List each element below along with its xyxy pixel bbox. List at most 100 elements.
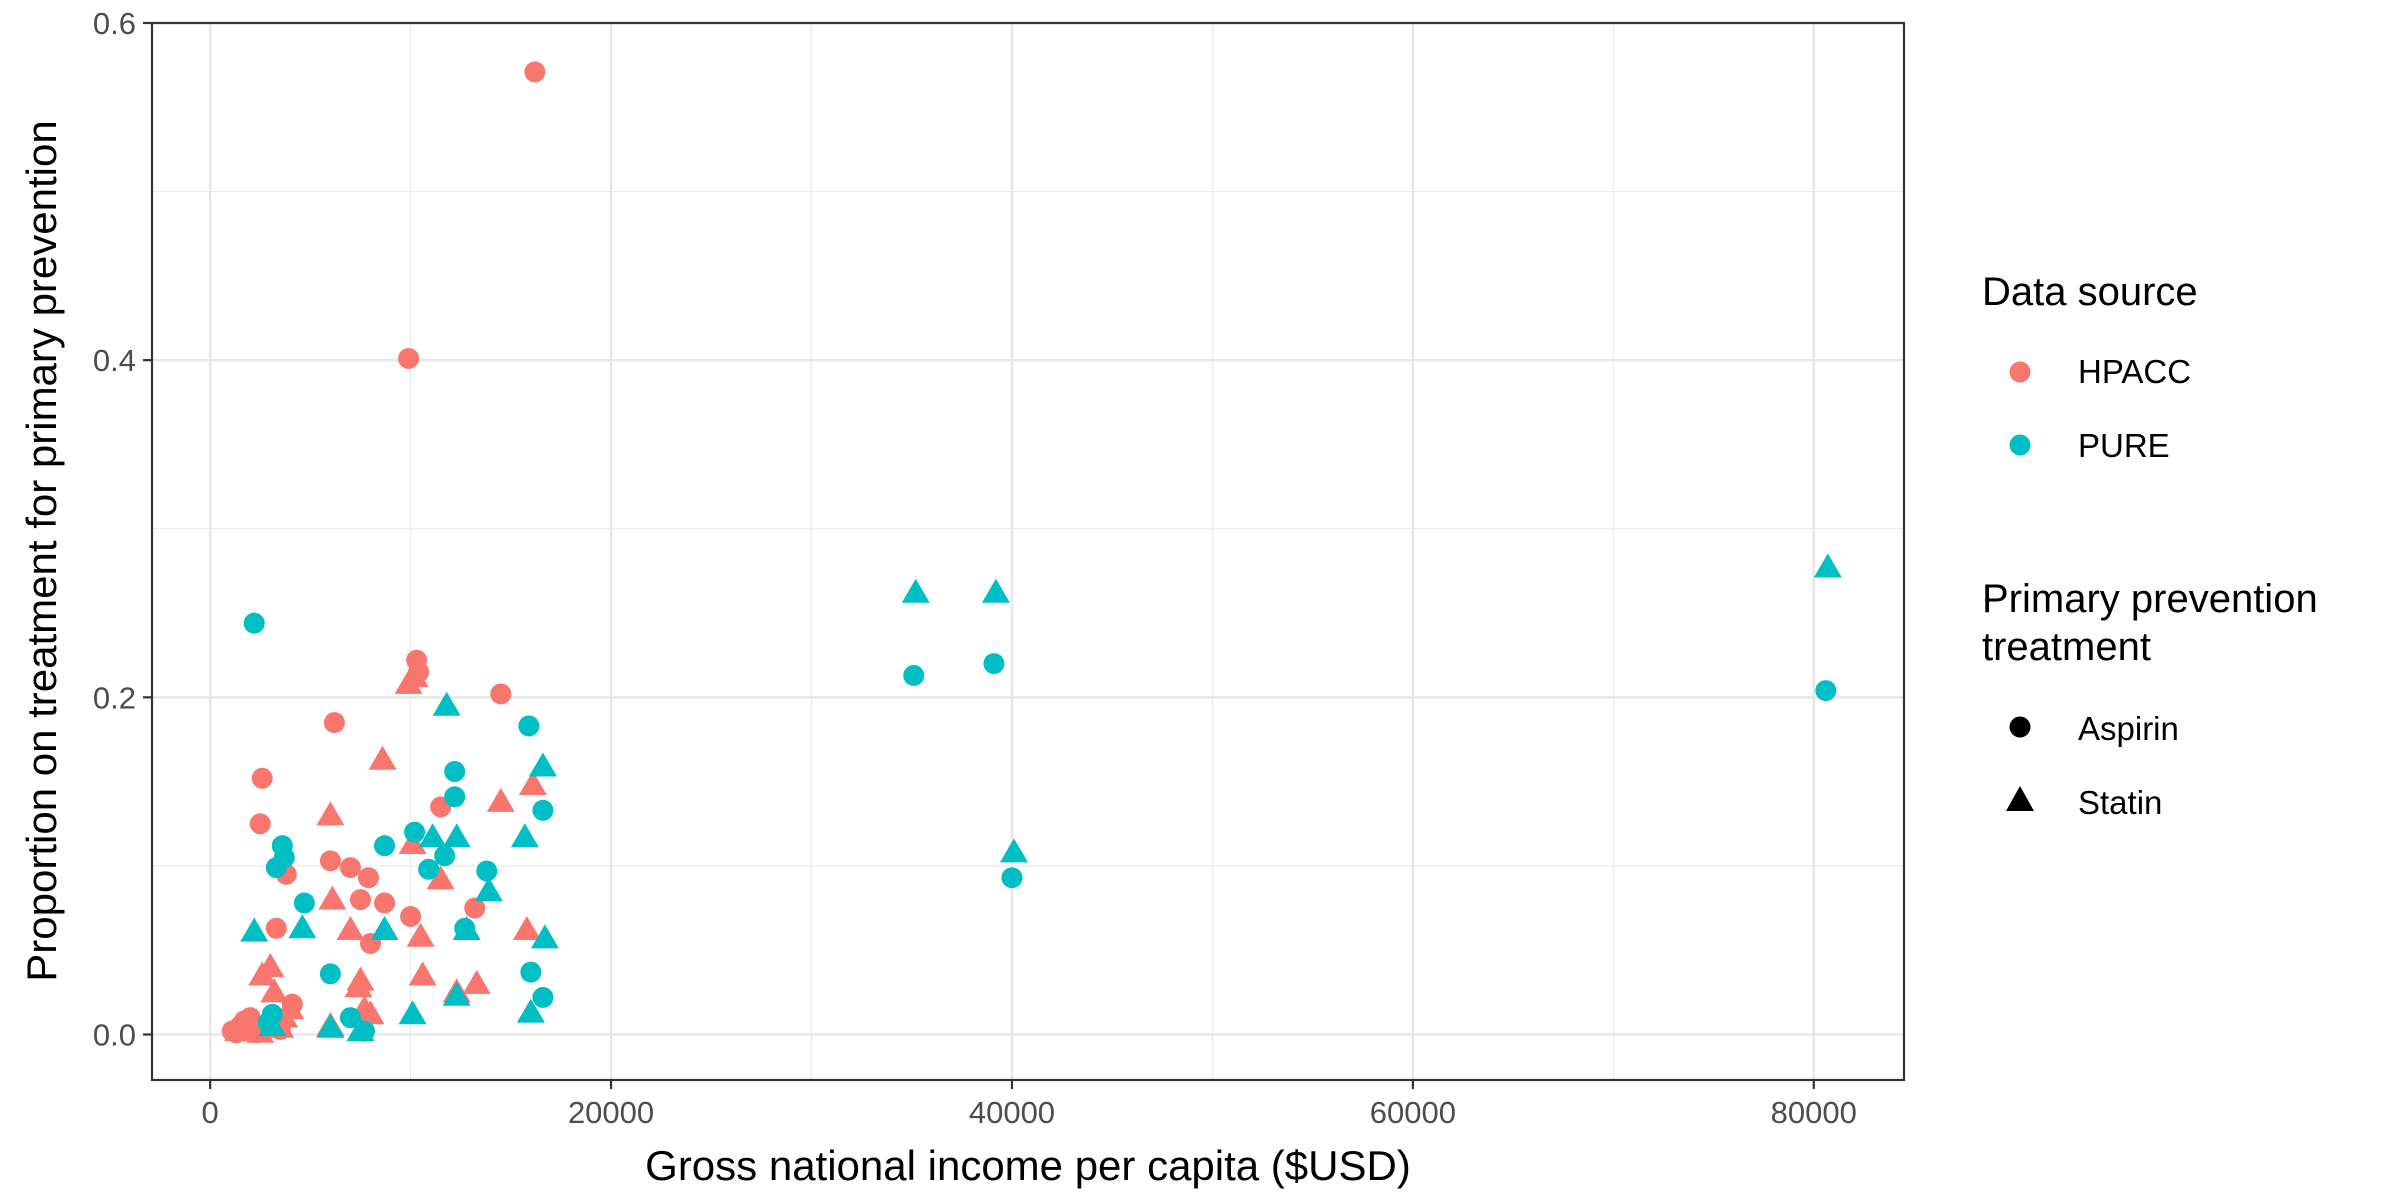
point-pure-aspirin [243, 612, 265, 634]
point-pure-statin [474, 877, 503, 902]
point-pure-statin [258, 1012, 287, 1037]
point-hpacc-statin [408, 961, 437, 986]
point-pure-statin [1813, 553, 1842, 578]
point-pure-statin [288, 914, 317, 939]
point-pure-aspirin [444, 786, 466, 808]
x-tick-label: 60000 [1370, 1095, 1456, 1130]
plot-panel [152, 23, 1904, 1080]
point-hpacc-statin [400, 663, 429, 688]
point-hpacc-aspirin [339, 857, 361, 879]
point-pure-statin [442, 981, 471, 1006]
point-pure-aspirin [1815, 680, 1837, 702]
point-hpacc-statin [486, 787, 515, 812]
x-tick-label: 80000 [1771, 1095, 1857, 1130]
legend-key-pure [2009, 434, 2031, 456]
point-pure-aspirin [903, 664, 925, 686]
legend-treatment: Primary prevention treatment Aspirin Sta… [1982, 577, 2318, 821]
point-hpacc-statin [248, 961, 277, 986]
y-axis-ticks: 0.0 0.2 0.4 0.6 [93, 6, 152, 1052]
legend-shape-title-line1: Primary prevention [1982, 577, 2318, 621]
point-hpacc-aspirin [249, 813, 271, 835]
legend-label-pure: PURE [2078, 427, 2170, 464]
point-hpacc-aspirin [374, 892, 396, 914]
point-hpacc-aspirin [323, 712, 345, 734]
point-hpacc-aspirin [490, 683, 512, 705]
x-axis-title: Gross national income per capita ($USD) [645, 1142, 1411, 1189]
point-pure-aspirin [532, 986, 554, 1008]
x-tick-label: 0 [202, 1095, 219, 1130]
legend-label-hpacc: HPACC [2078, 353, 2191, 390]
point-pure-statin [370, 915, 399, 940]
point-pure-aspirin [265, 857, 287, 879]
point-hpacc-statin [316, 801, 345, 826]
legend-key-hpacc [2009, 361, 2031, 383]
point-hpacc-aspirin [357, 867, 379, 889]
point-pure-statin [516, 998, 545, 1023]
point-pure-statin [528, 752, 557, 777]
legend-data-source: Data source HPACC PURE [1982, 270, 2198, 464]
point-hpacc-statin [336, 915, 365, 940]
point-pure-statin [452, 915, 481, 940]
point-pure-statin [398, 1000, 427, 1025]
point-pure-statin [981, 578, 1010, 603]
legend-shape-title-line2: treatment [1982, 625, 2151, 669]
point-hpacc-aspirin [524, 61, 546, 83]
point-pure-aspirin [339, 1007, 361, 1029]
x-axis-ticks: 0 20000 40000 60000 80000 [202, 1080, 1857, 1130]
point-pure-statin [901, 578, 930, 603]
point-hpacc-aspirin [398, 347, 420, 369]
point-pure-statin [316, 1013, 345, 1038]
point-pure-aspirin [532, 799, 554, 821]
point-hpacc-aspirin [265, 917, 287, 939]
data-points [221, 61, 1842, 1044]
y-tick-label: 0.0 [93, 1017, 136, 1052]
legend-key-statin [2006, 786, 2034, 811]
point-pure-statin [442, 823, 471, 848]
point-pure-aspirin [293, 892, 315, 914]
point-hpacc-statin [518, 770, 547, 795]
point-pure-statin [240, 917, 269, 942]
point-pure-aspirin [374, 835, 396, 857]
y-axis-title: Proportion on treatment for primary prev… [18, 120, 65, 981]
legend-color-title: Data source [1982, 270, 2198, 314]
point-pure-aspirin [444, 760, 466, 782]
point-hpacc-aspirin [400, 905, 422, 927]
point-pure-aspirin [319, 963, 341, 985]
point-hpacc-statin [426, 865, 455, 890]
x-tick-label: 20000 [568, 1095, 654, 1130]
point-hpacc-statin [318, 885, 347, 910]
y-tick-label: 0.4 [93, 343, 136, 378]
point-pure-aspirin [434, 845, 456, 867]
point-pure-aspirin [1001, 867, 1023, 889]
minor-gridlines [152, 23, 1904, 1080]
legend-label-statin: Statin [2078, 784, 2162, 821]
point-pure-statin [346, 1017, 375, 1042]
point-hpacc-aspirin [349, 889, 371, 911]
point-hpacc-aspirin [251, 767, 273, 789]
point-hpacc-aspirin [464, 897, 486, 919]
point-pure-aspirin [418, 858, 440, 880]
point-hpacc-statin [368, 745, 397, 770]
legend-label-aspirin: Aspirin [2078, 710, 2179, 747]
point-pure-aspirin [404, 821, 426, 843]
point-pure-aspirin [518, 715, 540, 737]
point-hpacc-statin [512, 915, 541, 940]
point-hpacc-statin [260, 978, 289, 1003]
point-pure-statin [510, 823, 539, 848]
point-pure-aspirin [983, 653, 1005, 675]
point-pure-statin [418, 823, 447, 848]
point-hpacc-statin [344, 973, 373, 998]
legend-key-aspirin [2009, 716, 2031, 738]
point-hpacc-aspirin [319, 850, 341, 872]
point-pure-aspirin [476, 860, 498, 882]
point-hpacc-statin [462, 969, 491, 994]
x-tick-label: 40000 [969, 1095, 1055, 1130]
point-pure-statin [432, 691, 461, 716]
point-hpacc-statin [246, 1018, 275, 1043]
point-pure-statin [530, 924, 559, 949]
point-hpacc-statin [276, 995, 305, 1020]
point-hpacc-statin [406, 922, 435, 947]
point-pure-statin [999, 838, 1028, 863]
y-tick-label: 0.6 [93, 6, 136, 41]
